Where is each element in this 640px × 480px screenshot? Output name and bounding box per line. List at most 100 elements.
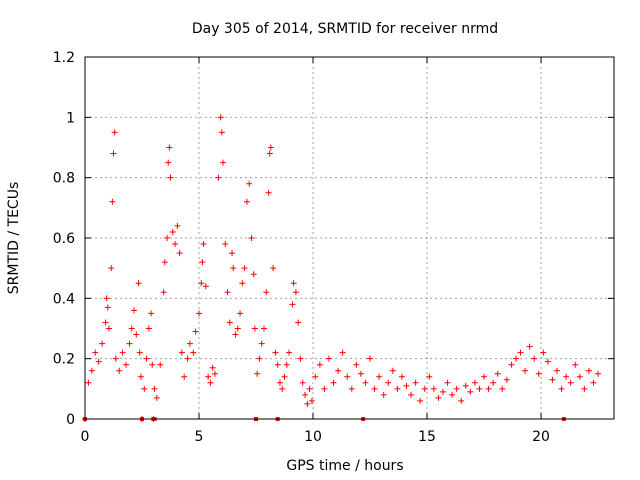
x-tick-label: 20 xyxy=(532,429,550,445)
data-point xyxy=(321,385,328,392)
data-point xyxy=(467,388,474,395)
data-point xyxy=(104,304,111,311)
data-point xyxy=(110,150,117,157)
data-point xyxy=(103,295,110,302)
data-point xyxy=(508,361,515,368)
data-point xyxy=(286,349,293,356)
data-point xyxy=(567,379,574,386)
data-point xyxy=(453,385,460,392)
data-point xyxy=(243,198,250,205)
data-point xyxy=(304,400,311,407)
data-point xyxy=(205,373,212,380)
data-point xyxy=(226,319,233,326)
data-point xyxy=(335,367,342,374)
data-point xyxy=(192,328,199,335)
data-point xyxy=(270,265,277,272)
data-point xyxy=(161,259,168,266)
x-axis: 0 5 10 15 20 xyxy=(81,57,550,445)
y-tick-label: 0 xyxy=(66,412,75,428)
data-point xyxy=(234,325,241,332)
y-tick-label: 0.2 xyxy=(53,352,75,368)
data-point xyxy=(292,289,299,296)
y-axis: 0 0.2 0.4 0.6 0.8 1 1.2 xyxy=(53,50,614,428)
data-point xyxy=(267,144,274,151)
data-point xyxy=(421,385,428,392)
data-point xyxy=(485,385,492,392)
x-tick-label: 15 xyxy=(418,429,436,445)
data-point xyxy=(535,370,542,377)
x-axis-label: GPS time / hours xyxy=(286,458,403,474)
data-point xyxy=(563,373,570,380)
data-point xyxy=(151,385,158,392)
data-point xyxy=(116,367,123,374)
grid xyxy=(85,57,614,419)
data-point xyxy=(281,373,288,380)
data-point xyxy=(109,198,116,205)
x-tick-label: 0 xyxy=(81,429,90,445)
data-point xyxy=(362,379,369,386)
data-point xyxy=(408,391,415,398)
data-point xyxy=(112,355,119,362)
y-tick-label: 1.2 xyxy=(53,50,75,66)
data-point xyxy=(143,355,150,362)
data-point xyxy=(224,289,231,296)
data-point xyxy=(153,394,160,401)
data-point xyxy=(330,379,337,386)
data-point xyxy=(302,391,309,398)
data-point xyxy=(85,379,92,386)
data-point xyxy=(196,310,203,317)
data-point xyxy=(119,349,126,356)
data-point xyxy=(312,373,319,380)
data-point xyxy=(160,289,167,296)
data-point xyxy=(105,325,112,332)
data-point xyxy=(279,385,286,392)
data-point xyxy=(403,382,410,389)
data-point xyxy=(299,379,306,386)
data-point xyxy=(357,370,364,377)
data-point xyxy=(581,385,588,392)
data-point xyxy=(274,361,281,368)
data-point xyxy=(389,367,396,374)
data-point xyxy=(371,385,378,392)
data-point xyxy=(308,397,315,404)
data-point xyxy=(265,189,272,196)
data-point xyxy=(239,280,246,287)
data-point xyxy=(494,370,501,377)
data-point xyxy=(344,373,351,380)
data-point xyxy=(522,367,529,374)
data-point xyxy=(184,355,191,362)
data-point xyxy=(137,373,144,380)
data-point xyxy=(241,265,248,272)
data-point xyxy=(169,228,176,235)
data-point xyxy=(499,385,506,392)
y-axis-label: SRMTID / TECUs xyxy=(6,182,22,295)
data-point xyxy=(398,373,405,380)
data-point xyxy=(306,385,313,392)
data-point xyxy=(458,397,465,404)
data-point xyxy=(186,340,193,347)
chart-title: Day 305 of 2014, SRMTID for receiver nrm… xyxy=(192,21,498,37)
data-point xyxy=(572,361,579,368)
data-point xyxy=(283,361,290,368)
data-point xyxy=(490,379,497,386)
data-point xyxy=(348,385,355,392)
data-point xyxy=(558,385,565,392)
data-point xyxy=(108,265,115,272)
data-point xyxy=(190,349,197,356)
data-point xyxy=(99,340,106,347)
data-point xyxy=(136,349,143,356)
data-point xyxy=(167,174,174,181)
x-tick-label: 5 xyxy=(195,429,204,445)
data-point xyxy=(207,379,214,386)
data-point xyxy=(202,283,209,290)
data-point xyxy=(248,235,255,241)
data-point xyxy=(256,355,263,362)
data-point xyxy=(258,340,265,347)
data-point xyxy=(218,129,225,136)
data-point xyxy=(417,397,424,404)
data-point xyxy=(512,355,519,362)
data-point xyxy=(246,180,253,187)
data-point xyxy=(95,358,102,365)
data-point xyxy=(219,159,226,166)
